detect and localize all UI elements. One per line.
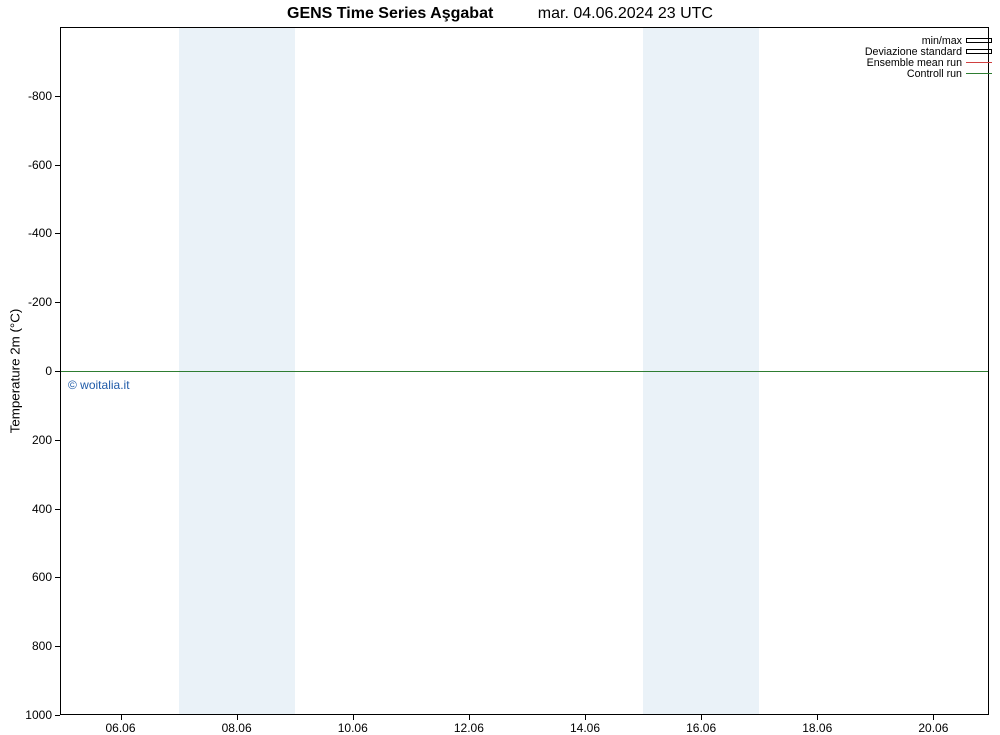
y-tick-label: 1000	[25, 708, 52, 722]
title-datetime: mar. 04.06.2024 23 UTC	[538, 5, 713, 22]
y-tick-label: 0	[45, 364, 52, 378]
y-tick-label: 200	[32, 433, 52, 447]
y-tick-mark	[55, 715, 60, 716]
legend-item: min/max	[865, 35, 992, 46]
x-tick-mark	[121, 715, 122, 720]
x-tick-mark	[701, 715, 702, 720]
y-tick-label: -200	[28, 295, 52, 309]
legend-swatch	[966, 38, 992, 43]
y-tick-label: -400	[28, 226, 52, 240]
legend-swatch	[966, 49, 992, 54]
legend-swatch	[966, 62, 992, 63]
legend-item: Ensemble mean run	[865, 57, 992, 68]
x-tick-mark	[353, 715, 354, 720]
y-tick-label: 800	[32, 639, 52, 653]
y-tick-label: 400	[32, 502, 52, 516]
title-prefix: GENS Time Series	[287, 5, 426, 22]
legend-item: Controll run	[865, 68, 992, 79]
y-tick-mark	[55, 302, 60, 303]
x-tick-mark	[933, 715, 934, 720]
y-tick-mark	[55, 233, 60, 234]
zero-line	[60, 371, 989, 372]
x-tick-mark	[817, 715, 818, 720]
y-tick-mark	[55, 371, 60, 372]
x-tick-mark	[469, 715, 470, 720]
plot-area	[60, 27, 989, 715]
x-tick-mark	[237, 715, 238, 720]
legend-swatch	[966, 73, 992, 74]
watermark: © woitalia.it	[68, 378, 130, 392]
y-tick-mark	[55, 440, 60, 441]
y-axis-title: Temperature 2m (°C)	[8, 309, 23, 434]
y-tick-mark	[55, 509, 60, 510]
y-tick-mark	[55, 96, 60, 97]
y-tick-label: -600	[28, 158, 52, 172]
x-tick-mark	[585, 715, 586, 720]
title-location: Aşgabat	[426, 5, 493, 22]
title-spacer	[493, 5, 537, 22]
y-tick-mark	[55, 646, 60, 647]
chart-title: GENS Time Series Aşgabat mar. 04.06.2024…	[0, 5, 1000, 23]
y-tick-label: 600	[32, 570, 52, 584]
y-tick-mark	[55, 165, 60, 166]
legend-label: Controll run	[907, 68, 962, 80]
legend-item: Deviazione standard	[865, 46, 992, 57]
y-tick-label: -800	[28, 89, 52, 103]
y-tick-mark	[55, 577, 60, 578]
legend: min/maxDeviazione standardEnsemble mean …	[865, 35, 992, 79]
